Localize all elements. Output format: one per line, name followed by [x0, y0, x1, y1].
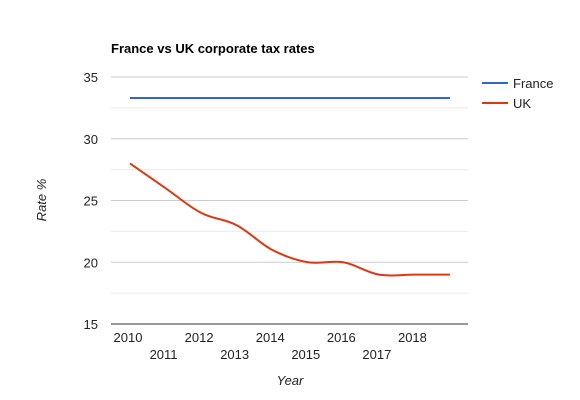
x-tick-label: 2010: [114, 330, 143, 345]
x-tick-labels: 2010 2011 2012 2013 2014 2015 2016 2017 2018: [114, 330, 427, 362]
y-tick-label: 30: [84, 132, 98, 147]
x-tick-label: 2014: [256, 330, 285, 345]
x-tick-label: 2017: [362, 347, 391, 362]
y-tick-label: 35: [84, 70, 98, 85]
legend: France UK: [482, 76, 553, 111]
x-tick-label: 2013: [220, 347, 249, 362]
x-tick-label: 2011: [150, 347, 178, 362]
y-tick-label: 25: [84, 194, 98, 209]
y-tick-labels: 15 20 25 30 35: [84, 70, 98, 332]
x-tick-label: 2012: [185, 330, 214, 345]
chart-title: France vs UK corporate tax rates: [111, 41, 315, 56]
series-line-uk: [129, 162, 450, 277]
x-tick-label: 2018: [398, 330, 427, 345]
x-tick-label: 2016: [327, 330, 356, 345]
x-axis-label: Year: [277, 373, 304, 388]
series-lines: [129, 96, 450, 277]
x-tick-label: 2015: [291, 347, 320, 362]
legend-label: France: [513, 76, 553, 91]
grid-lines: [111, 76, 468, 325]
y-axis-label: Rate %: [34, 179, 49, 222]
y-tick-label: 15: [84, 317, 98, 332]
legend-label: UK: [513, 96, 531, 111]
y-tick-label: 20: [84, 255, 98, 270]
